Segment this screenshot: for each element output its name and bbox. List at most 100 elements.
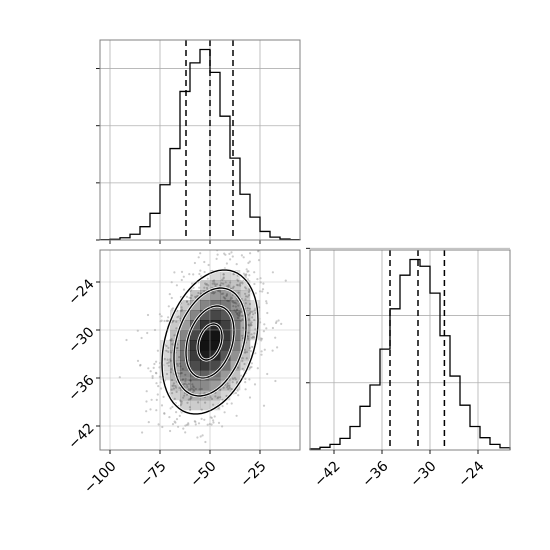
density-cell — [210, 400, 221, 411]
scatter-point — [182, 378, 185, 381]
scatter-point — [242, 272, 245, 275]
scatter-point — [226, 382, 229, 385]
scatter-point — [170, 368, 173, 371]
scatter-point — [182, 427, 185, 430]
scatter-point — [237, 304, 240, 307]
scatter-point — [204, 282, 207, 285]
scatter-point — [222, 292, 225, 295]
density-cell — [200, 320, 211, 331]
scatter-point — [166, 319, 169, 322]
scatter-point — [200, 417, 203, 420]
scatter-point — [222, 273, 225, 276]
scatter-point — [244, 351, 247, 354]
density-cell — [200, 290, 211, 301]
scatter-point — [182, 288, 186, 291]
scatter-point — [244, 295, 248, 298]
y-tick-label: −30 — [65, 324, 97, 356]
density-cell — [160, 370, 171, 381]
scatter-point — [244, 377, 247, 380]
scatter-point — [248, 260, 251, 263]
scatter-point — [271, 326, 274, 330]
scatter-point — [174, 385, 177, 388]
density-cell — [190, 350, 201, 361]
scatter-point — [235, 283, 239, 286]
scatter-point — [226, 402, 229, 405]
scatter-point — [216, 253, 219, 256]
scatter-point — [230, 402, 233, 405]
scatter-point — [244, 388, 247, 391]
marginal-histogram-y: −42 −36 −30 −24 — [306, 247, 511, 491]
scatter-point — [197, 291, 200, 295]
scatter-point — [185, 295, 189, 298]
density-cell — [220, 320, 231, 331]
scatter-point — [185, 393, 189, 396]
scatter-point — [187, 382, 191, 385]
scatter-point — [211, 282, 214, 285]
x-tick-label: −25 — [237, 458, 269, 490]
scatter-point — [191, 391, 194, 394]
scatter-point — [152, 366, 155, 369]
scatter-point — [167, 346, 170, 349]
scatter-point — [184, 382, 187, 385]
scatter-point — [256, 278, 259, 281]
scatter-point — [236, 366, 240, 369]
scatter-point — [190, 387, 193, 390]
plot-frame — [309, 249, 511, 451]
density-cell — [220, 360, 231, 371]
scatter-point — [168, 293, 171, 296]
scatter-point — [185, 300, 189, 303]
scatter-point — [241, 357, 244, 360]
scatter-point — [191, 383, 194, 386]
scatter-point — [231, 255, 234, 258]
scatter-point — [180, 402, 183, 405]
scatter-point — [147, 421, 150, 424]
x-tick-label: −75 — [137, 458, 169, 490]
scatter-point — [254, 352, 257, 355]
scatter-point — [201, 434, 204, 437]
scatter-point — [150, 398, 153, 401]
scatter-point — [203, 260, 206, 264]
scatter-point — [227, 284, 230, 287]
contour-line — [161, 269, 259, 415]
scatter-point — [222, 386, 225, 389]
scatter-point — [171, 423, 175, 426]
scatter-point — [242, 326, 245, 329]
scatter-point — [203, 270, 206, 274]
scatter-point — [175, 418, 179, 421]
scatter-point — [178, 356, 181, 359]
scatter-point — [243, 362, 246, 366]
scatter-point — [210, 416, 213, 419]
scatter-point — [254, 311, 257, 315]
density-cell — [230, 300, 241, 311]
scatter-point — [266, 311, 269, 315]
density-cell — [180, 330, 191, 341]
scatter-point — [271, 271, 274, 274]
density-cell — [220, 380, 231, 391]
scatter-point — [253, 271, 256, 274]
scatter-point — [197, 401, 200, 404]
scatter-point — [199, 252, 202, 255]
scatter-point — [262, 330, 265, 333]
scatter-point — [184, 373, 187, 376]
scatter-point — [232, 305, 235, 308]
scatter-point — [190, 294, 193, 297]
scatter-point — [248, 274, 251, 277]
scatter-point — [156, 349, 159, 352]
scatter-point — [215, 257, 218, 260]
scatter-point — [156, 393, 159, 396]
scatter-point — [207, 263, 210, 267]
scatter-point — [263, 323, 266, 326]
scatter-point — [170, 338, 173, 341]
density-cell — [220, 390, 231, 401]
scatter-point — [207, 284, 210, 287]
scatter-point — [161, 425, 164, 429]
scatter-point — [231, 300, 234, 303]
scatter-point — [206, 277, 209, 280]
scatter-point — [197, 422, 201, 425]
density-cell — [210, 310, 221, 321]
density-cell — [190, 330, 201, 341]
scatter-point — [247, 337, 250, 340]
scatter-point — [241, 318, 244, 321]
scatter-point — [160, 404, 164, 407]
scatter-point — [276, 346, 279, 349]
